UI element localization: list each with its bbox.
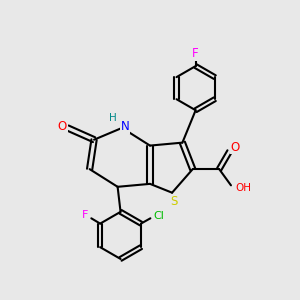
Text: O: O [231, 141, 240, 154]
Text: F: F [82, 210, 88, 220]
Text: N: N [121, 120, 129, 133]
Text: H: H [109, 113, 116, 124]
Text: Cl: Cl [154, 211, 165, 221]
Text: O: O [58, 120, 67, 133]
Text: F: F [192, 46, 199, 60]
Text: S: S [170, 195, 177, 208]
Text: OH: OH [235, 183, 251, 193]
